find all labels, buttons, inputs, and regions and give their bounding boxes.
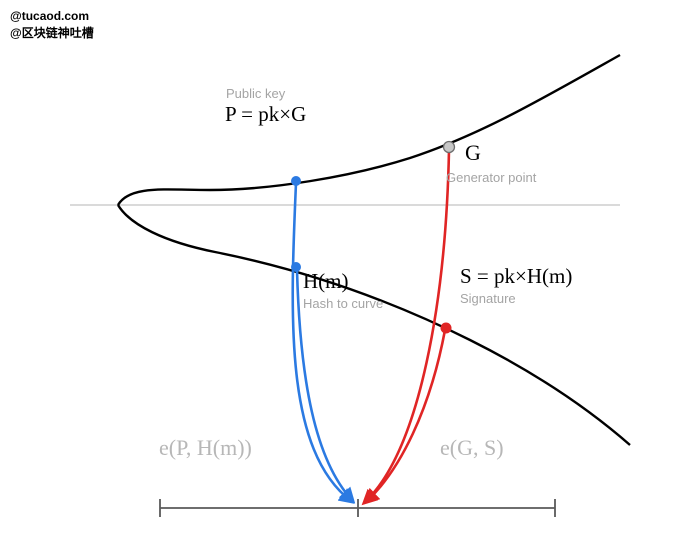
- point-P: [291, 176, 301, 186]
- elliptic-curve-lower: [118, 205, 630, 445]
- pairing-right-label: e(G, S): [440, 435, 504, 461]
- elliptic-curve-upper: [118, 55, 620, 205]
- bls-diagram: [0, 0, 700, 560]
- public-key-caption: Public key: [226, 86, 285, 101]
- pairing-left-label: e(P, H(m)): [159, 435, 252, 461]
- hash-formula: H(m): [303, 269, 349, 294]
- public-key-formula: P = pk×G: [225, 102, 306, 127]
- generator-label: G: [465, 140, 481, 166]
- pairing-arrow-G: [365, 150, 449, 502]
- pairing-arrow-S: [367, 330, 445, 501]
- generator-caption: Generator point: [446, 170, 536, 185]
- point-S: [441, 323, 452, 334]
- signature-formula: S = pk×H(m): [460, 264, 572, 289]
- point-Hm: [291, 262, 301, 272]
- signature-caption: Signature: [460, 291, 516, 306]
- point-G: [444, 142, 455, 153]
- hash-caption: Hash to curve: [303, 296, 383, 311]
- target-number-line: [160, 499, 555, 517]
